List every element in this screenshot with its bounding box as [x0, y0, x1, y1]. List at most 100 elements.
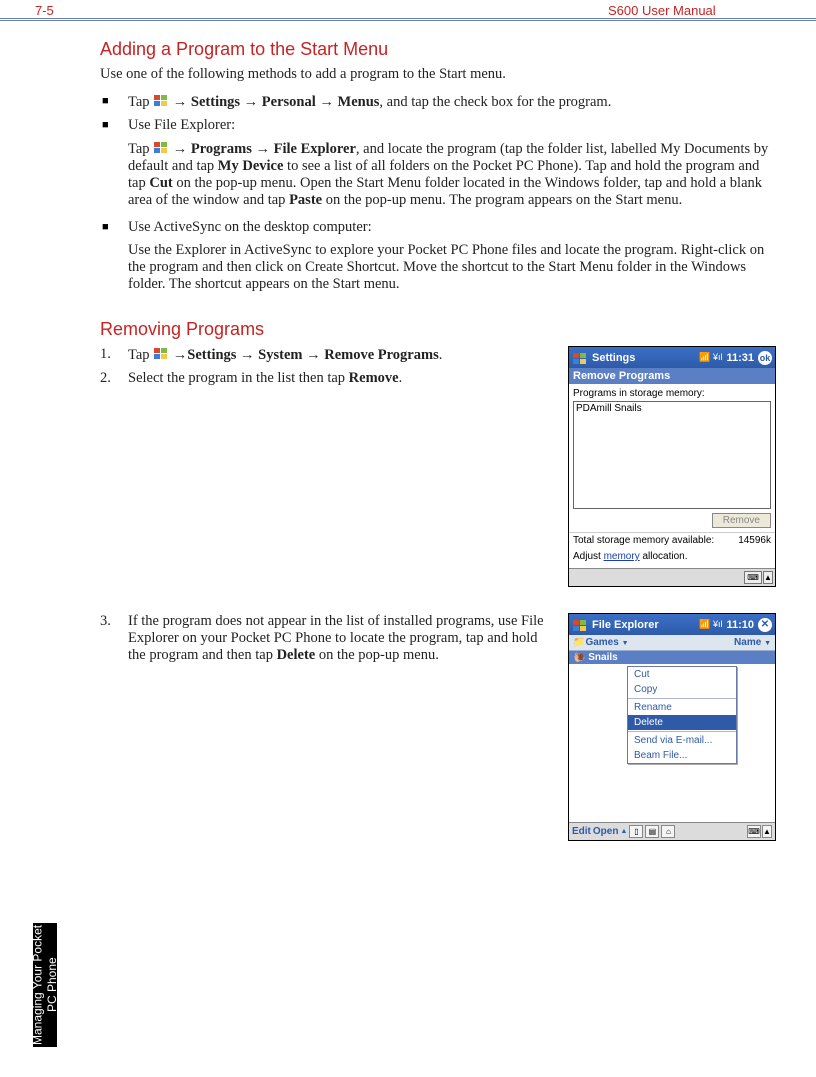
menu-beam[interactable]: Beam File... [628, 748, 736, 763]
text: on the pop-up menu. The program appears … [322, 192, 682, 208]
section1-intro: Use one of the following methods to add … [100, 66, 776, 83]
text: allocation. [640, 551, 688, 562]
bold: Remove [349, 370, 399, 386]
section-heading-remove: Removing Programs [100, 319, 776, 340]
selected-file[interactable]: 🐌 Snails [569, 651, 775, 664]
bold: My Device [218, 158, 284, 174]
text: Adjust [573, 551, 604, 562]
bold: Cut [149, 175, 172, 191]
text: Use ActiveSync on the desktop computer: [128, 219, 372, 235]
sip-bar: ⌨ ▲ [569, 568, 775, 586]
keyboard-icon[interactable]: ⌨ [744, 571, 762, 584]
steps-text: 1. Tap →Settings → System → Remove Progr… [100, 346, 548, 587]
page-content: Adding a Program to the Start Menu Use o… [0, 21, 816, 841]
open-menu[interactable]: Open [593, 826, 619, 837]
close-button[interactable]: ✕ [758, 618, 772, 632]
text: on the pop-up menu. [315, 647, 439, 663]
bullet-list-add2: Use ActiveSync on the desktop computer: [100, 219, 776, 236]
chapter-tab: Managing Your Pocket PC Phone [33, 923, 57, 1047]
signal-icon: 📶 ¥ıl [699, 619, 722, 630]
step-number: 1. [100, 346, 111, 363]
edit-menu[interactable]: Edit [572, 826, 591, 837]
up-icon[interactable]: ▲ [762, 825, 772, 838]
screen-subtitle: Remove Programs [569, 368, 775, 384]
bullet-item-settings: Tap → Settings → Personal → Menus, and t… [100, 93, 776, 111]
row-steps-1-2: 1. Tap →Settings → System → Remove Progr… [100, 346, 776, 587]
text: Tap [128, 94, 153, 110]
label: Total storage memory available: [573, 535, 714, 546]
screenshot-file-explorer: File Explorer 📶 ¥ıl 11:10 ✕ 📁 Games ▼ Na… [568, 613, 776, 841]
bullet-item-file-explorer: Use File Explorer: [100, 117, 776, 134]
bullet-list-add: Tap → Settings → Personal → Menus, and t… [100, 93, 776, 134]
chevron-up-icon[interactable]: ▲ [620, 828, 627, 835]
text: Remove Programs [573, 370, 670, 382]
menu-delete[interactable]: Delete [628, 715, 736, 730]
folder-dropdown[interactable]: Games ▼ [585, 637, 628, 648]
title: File Explorer [592, 619, 659, 631]
text: Tap [128, 141, 153, 157]
step-number: 3. [100, 613, 111, 630]
row-step-3: 3. If the program does not appear in the… [100, 613, 776, 841]
file-area[interactable]: Cut Copy Rename Delete Send via E-mail..… [569, 664, 775, 822]
text: Use File Explorer: [128, 117, 235, 133]
menu-copy[interactable]: Copy [628, 682, 736, 697]
ok-button[interactable]: ok [758, 351, 772, 365]
adjust-line: Adjust memory allocation. [569, 548, 775, 568]
signal-icon: 📶 ¥ıl [699, 352, 722, 363]
windows-start-icon [154, 348, 168, 361]
steps-text: 3. If the program does not appear in the… [100, 613, 548, 841]
clock: 11:31 [726, 352, 754, 364]
path: → Programs → File Explorer [169, 141, 356, 157]
menu-cut[interactable]: Cut [628, 667, 736, 682]
windows-start-icon[interactable] [573, 620, 587, 633]
file-explorer-detail: Tap → Programs → File Explorer, and loca… [100, 140, 776, 209]
text: Select the program in the list then tap [128, 370, 349, 386]
menu-send-email[interactable]: Send via E-mail... [628, 733, 736, 748]
up-icon[interactable]: ▲ [763, 571, 773, 584]
menu-rename[interactable]: Rename [628, 700, 736, 715]
sort-dropdown[interactable]: Name ▼ [734, 637, 771, 648]
steps-list: 1. Tap →Settings → System → Remove Progr… [100, 346, 548, 387]
windows-start-icon [154, 142, 168, 155]
remove-button[interactable]: Remove [712, 513, 771, 528]
steps-list: 3. If the program does not appear in the… [100, 613, 548, 664]
bullet-item-activesync: Use ActiveSync on the desktop computer: [100, 219, 776, 236]
clock: 11:10 [726, 619, 754, 631]
page-header: 7-5 S600 User Manual [0, 0, 816, 21]
label: Programs in storage memory: [569, 384, 775, 401]
context-menu: Cut Copy Rename Delete Send via E-mail..… [627, 666, 737, 764]
tool-icon[interactable]: ⌂ [661, 825, 675, 838]
windows-start-icon [154, 95, 168, 108]
step-number: 2. [100, 370, 111, 387]
value: 14596k [738, 535, 771, 546]
bold: Paste [289, 192, 322, 208]
step-1: 1. Tap →Settings → System → Remove Progr… [100, 346, 548, 364]
title-bar: Settings 📶 ¥ıl 11:31 ok [569, 347, 775, 368]
step-3: 3. If the program does not appear in the… [100, 613, 548, 664]
text: Snails [588, 652, 617, 663]
program-listbox[interactable]: PDAmill Snails [573, 401, 771, 509]
screenshot-remove-programs: Settings 📶 ¥ıl 11:31 ok Remove Programs … [568, 346, 776, 587]
bold: Delete [277, 647, 316, 663]
activesync-detail: Use the Explorer in ActiveSync to explor… [100, 242, 776, 293]
text: Tap [128, 347, 153, 363]
section-heading-add: Adding a Program to the Start Menu [100, 39, 776, 60]
memory-link[interactable]: memory [604, 551, 640, 562]
path: → Settings → Personal → Menus [169, 94, 379, 110]
list-item[interactable]: PDAmill Snails [576, 403, 768, 414]
tool-icon[interactable]: ▤ [645, 825, 659, 838]
keyboard-icon[interactable]: ⌨ [747, 825, 761, 838]
page-number: 7-5 [35, 3, 408, 18]
text: . [399, 370, 403, 386]
text: . [439, 347, 443, 363]
path: →Settings → System → Remove Programs [169, 347, 439, 363]
title-bar: File Explorer 📶 ¥ıl 11:10 ✕ [569, 614, 775, 635]
text: , and tap the check box for the program. [379, 94, 611, 110]
bottom-toolbar: Edit Open ▲ ▯ ▤ ⌂ ⌨ ▲ [569, 822, 775, 840]
document-title: S600 User Manual [408, 3, 781, 18]
tool-icon[interactable]: ▯ [629, 825, 643, 838]
windows-start-icon[interactable] [573, 353, 587, 366]
toolbar: 📁 Games ▼ Name ▼ [569, 635, 775, 651]
total-line: Total storage memory available: 14596k [569, 532, 775, 548]
title: Settings [592, 352, 635, 364]
